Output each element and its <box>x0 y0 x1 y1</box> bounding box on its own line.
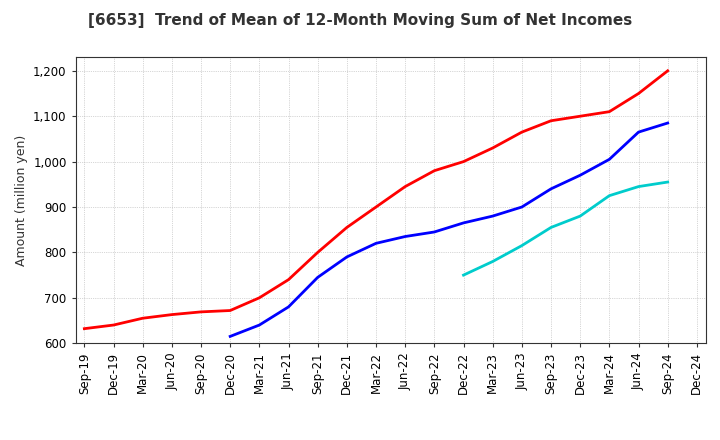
3 Years <box>313 250 322 255</box>
5 Years <box>605 157 613 162</box>
3 Years <box>138 315 147 321</box>
5 Years <box>459 220 468 226</box>
5 Years <box>313 275 322 280</box>
5 Years <box>430 229 438 235</box>
3 Years <box>255 295 264 301</box>
3 Years <box>518 129 526 135</box>
3 Years <box>488 145 497 150</box>
Line: 5 Years: 5 Years <box>230 123 667 337</box>
5 Years <box>546 186 555 191</box>
7 Years <box>488 259 497 264</box>
3 Years <box>430 168 438 173</box>
Y-axis label: Amount (million yen): Amount (million yen) <box>14 135 27 266</box>
5 Years <box>401 234 410 239</box>
3 Years <box>401 184 410 189</box>
5 Years <box>663 121 672 126</box>
3 Years <box>226 308 235 313</box>
7 Years <box>634 184 643 189</box>
3 Years <box>109 323 118 328</box>
3 Years <box>197 309 205 315</box>
7 Years <box>663 180 672 185</box>
3 Years <box>459 159 468 164</box>
5 Years <box>488 213 497 219</box>
3 Years <box>80 326 89 331</box>
3 Years <box>576 114 585 119</box>
5 Years <box>372 241 380 246</box>
7 Years <box>576 213 585 219</box>
3 Years <box>663 68 672 73</box>
3 Years <box>634 91 643 96</box>
5 Years <box>634 129 643 135</box>
7 Years <box>605 193 613 198</box>
Line: 3 Years: 3 Years <box>84 71 667 329</box>
5 Years <box>518 204 526 209</box>
5 Years <box>284 304 293 309</box>
3 Years <box>343 225 351 230</box>
7 Years <box>518 243 526 248</box>
3 Years <box>168 312 176 317</box>
5 Years <box>226 334 235 339</box>
3 Years <box>605 109 613 114</box>
3 Years <box>284 277 293 282</box>
7 Years <box>546 225 555 230</box>
Line: 7 Years: 7 Years <box>464 182 667 275</box>
5 Years <box>255 323 264 328</box>
5 Years <box>343 254 351 260</box>
3 Years <box>546 118 555 123</box>
3 Years <box>372 204 380 209</box>
Text: [6653]  Trend of Mean of 12-Month Moving Sum of Net Incomes: [6653] Trend of Mean of 12-Month Moving … <box>88 13 632 28</box>
7 Years <box>459 272 468 278</box>
5 Years <box>576 172 585 178</box>
